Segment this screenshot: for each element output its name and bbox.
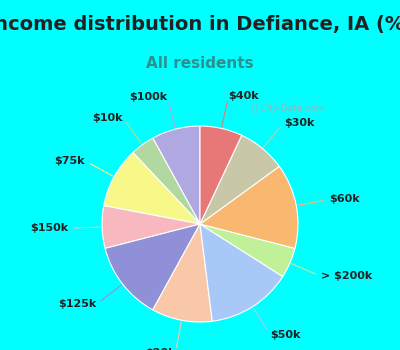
Text: $20k: $20k [145, 348, 175, 350]
Wedge shape [133, 138, 200, 224]
Wedge shape [104, 153, 200, 224]
Text: > $200k: > $200k [320, 271, 372, 281]
Wedge shape [200, 224, 295, 276]
Text: $30k: $30k [284, 118, 314, 128]
Text: $10k: $10k [92, 113, 123, 123]
Wedge shape [102, 206, 200, 248]
Text: $75k: $75k [54, 156, 85, 166]
Wedge shape [200, 166, 298, 248]
Text: $125k: $125k [58, 300, 96, 309]
Text: ⓘ City-Data.com: ⓘ City-Data.com [252, 104, 324, 113]
Text: $40k: $40k [229, 91, 259, 101]
Wedge shape [200, 224, 283, 321]
Wedge shape [153, 126, 200, 224]
Text: All residents: All residents [146, 56, 254, 70]
Text: Income distribution in Defiance, IA (%): Income distribution in Defiance, IA (%) [0, 15, 400, 34]
Text: $60k: $60k [329, 194, 360, 204]
Text: $100k: $100k [129, 92, 167, 102]
Text: $150k: $150k [31, 223, 69, 233]
Wedge shape [153, 224, 212, 322]
Wedge shape [200, 135, 279, 224]
Wedge shape [105, 224, 200, 310]
Wedge shape [200, 126, 242, 224]
Text: $50k: $50k [270, 330, 301, 340]
